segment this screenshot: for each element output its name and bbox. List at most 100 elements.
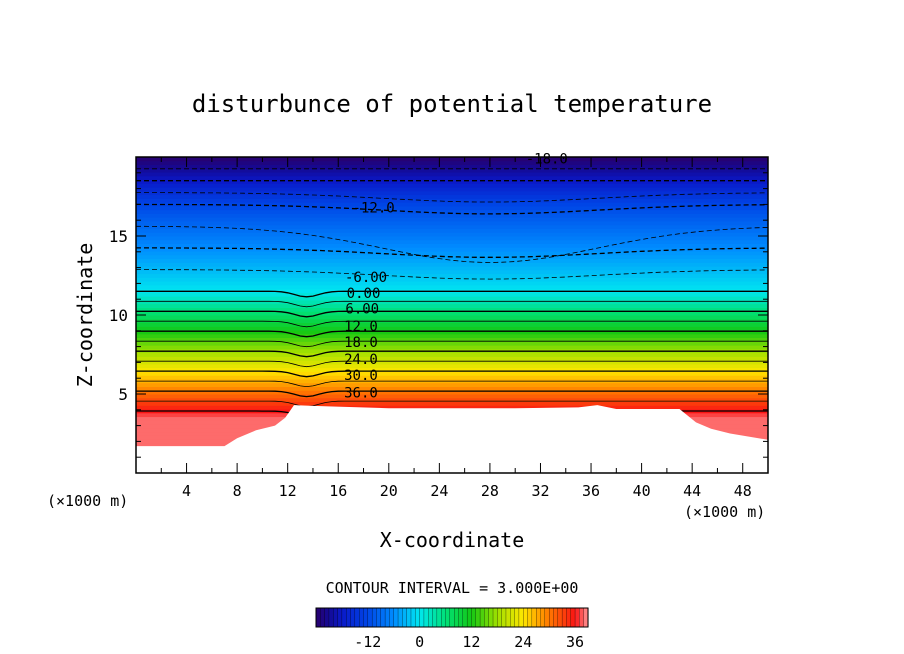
contour-labels: -18.0 -12.0 -6.000.006.0012.018.024.030.03…: [344, 152, 568, 402]
field-band: [136, 205, 768, 211]
colorbar-cell: [561, 607, 567, 628]
colorbar-tick-label: 36: [566, 633, 584, 651]
field-band: [136, 318, 768, 324]
colorbar-tick-label: 0: [415, 633, 424, 651]
colorbar-cell: [475, 607, 481, 628]
x-tick-label: 32: [531, 482, 549, 500]
field-band: [136, 265, 768, 271]
field-band: [136, 303, 768, 308]
contour-label: 6.00: [345, 302, 379, 318]
contour-line: [136, 247, 768, 258]
contour-label: 24.0: [344, 352, 378, 368]
contour-label: -12.0: [353, 201, 395, 217]
colorbar-cell: [505, 607, 511, 628]
colorbar-cell: [315, 607, 321, 628]
colorbar-cell: [419, 607, 425, 628]
colorbar-cell: [341, 607, 347, 628]
field-band: [136, 212, 768, 218]
colorbar-cell: [380, 607, 386, 628]
field-band: [136, 201, 768, 207]
colorbar-cell: [540, 607, 546, 628]
field-band: [136, 276, 768, 282]
y-tick-label: 15: [109, 227, 128, 246]
field-band: [136, 186, 768, 192]
contour-label: 12.0: [344, 319, 378, 335]
field-band: [136, 382, 768, 387]
colorbar-cell: [441, 607, 447, 628]
field-band: [136, 171, 768, 177]
colorbar-frame: [315, 607, 589, 628]
colorbar-cell: [445, 607, 451, 628]
x-tick-label: 12: [279, 482, 297, 500]
colorbar-cell: [428, 607, 434, 628]
field-band: [136, 194, 768, 199]
contour-line: [136, 310, 768, 318]
contour-interval-text: CONTOUR INTERVAL = 3.000E+00: [326, 579, 579, 597]
field-band: [136, 231, 768, 237]
colorbar-cell: [397, 607, 403, 628]
contour-line: [136, 290, 768, 298]
field-band: [136, 322, 768, 327]
colorbar-cell: [415, 607, 421, 628]
field-band: [136, 404, 768, 410]
colorbar-cell: [376, 607, 382, 628]
x-tick-label: 28: [481, 482, 499, 500]
field-band: [136, 269, 768, 275]
field-band: [136, 393, 768, 399]
contour-lines: [136, 168, 768, 418]
field-band: [136, 227, 768, 233]
contour-line: [136, 390, 768, 398]
colorbar-cell: [531, 607, 537, 628]
field-band: [136, 224, 768, 229]
x-tick-label: 40: [633, 482, 651, 500]
colorbar-cell: [527, 607, 533, 628]
field-band: [136, 182, 768, 188]
colorbar-tick-label: 24: [514, 633, 532, 651]
field-band: [136, 333, 768, 339]
colorbar-cell: [462, 607, 468, 628]
colorbar-cell: [458, 607, 464, 628]
terrain-mountain: [136, 405, 768, 473]
x-tick-label: 36: [582, 482, 600, 500]
colorbar-cell: [492, 607, 498, 628]
colorbar-cell: [333, 607, 339, 628]
contour-line: [136, 400, 768, 408]
field-band: [136, 291, 768, 297]
contour-line: [136, 360, 768, 368]
field-band: [136, 164, 768, 169]
colorbar-cell: [371, 607, 377, 628]
contour-label: -18.0: [526, 152, 568, 168]
contour-line: [136, 370, 768, 378]
contour-label: 0.00: [347, 286, 381, 302]
colorbar-cell: [363, 607, 369, 628]
contour-line: [136, 300, 768, 308]
field-band: [136, 329, 768, 335]
field-band: [136, 243, 768, 248]
x-tick-label: 16: [329, 482, 347, 500]
contour-line: [136, 320, 768, 328]
x-tick-label: 8: [233, 482, 242, 500]
colorbar-cell: [346, 607, 352, 628]
x-tick-label: 4: [182, 482, 191, 500]
colorbar-cell: [566, 607, 572, 628]
field-band: [136, 157, 768, 162]
colorbar-cell: [479, 607, 485, 628]
field-band: [136, 340, 768, 346]
contour-line: [136, 203, 768, 215]
field-band: [136, 258, 768, 263]
field-band: [136, 179, 768, 184]
contour-label: 36.0: [344, 385, 378, 401]
field-band: [136, 246, 768, 252]
field-band: [136, 367, 768, 372]
field-band: [136, 284, 768, 290]
colorbar-cell: [393, 607, 399, 628]
field-band: [136, 235, 768, 241]
field-band: [136, 216, 768, 222]
field-band: [136, 344, 768, 350]
colorbar-cell: [354, 607, 360, 628]
terrain: [136, 405, 768, 473]
colorbar-cell: [328, 607, 334, 628]
colorbar-cell: [557, 607, 563, 628]
colorbar-cell: [389, 607, 395, 628]
contour-line: [136, 350, 768, 358]
